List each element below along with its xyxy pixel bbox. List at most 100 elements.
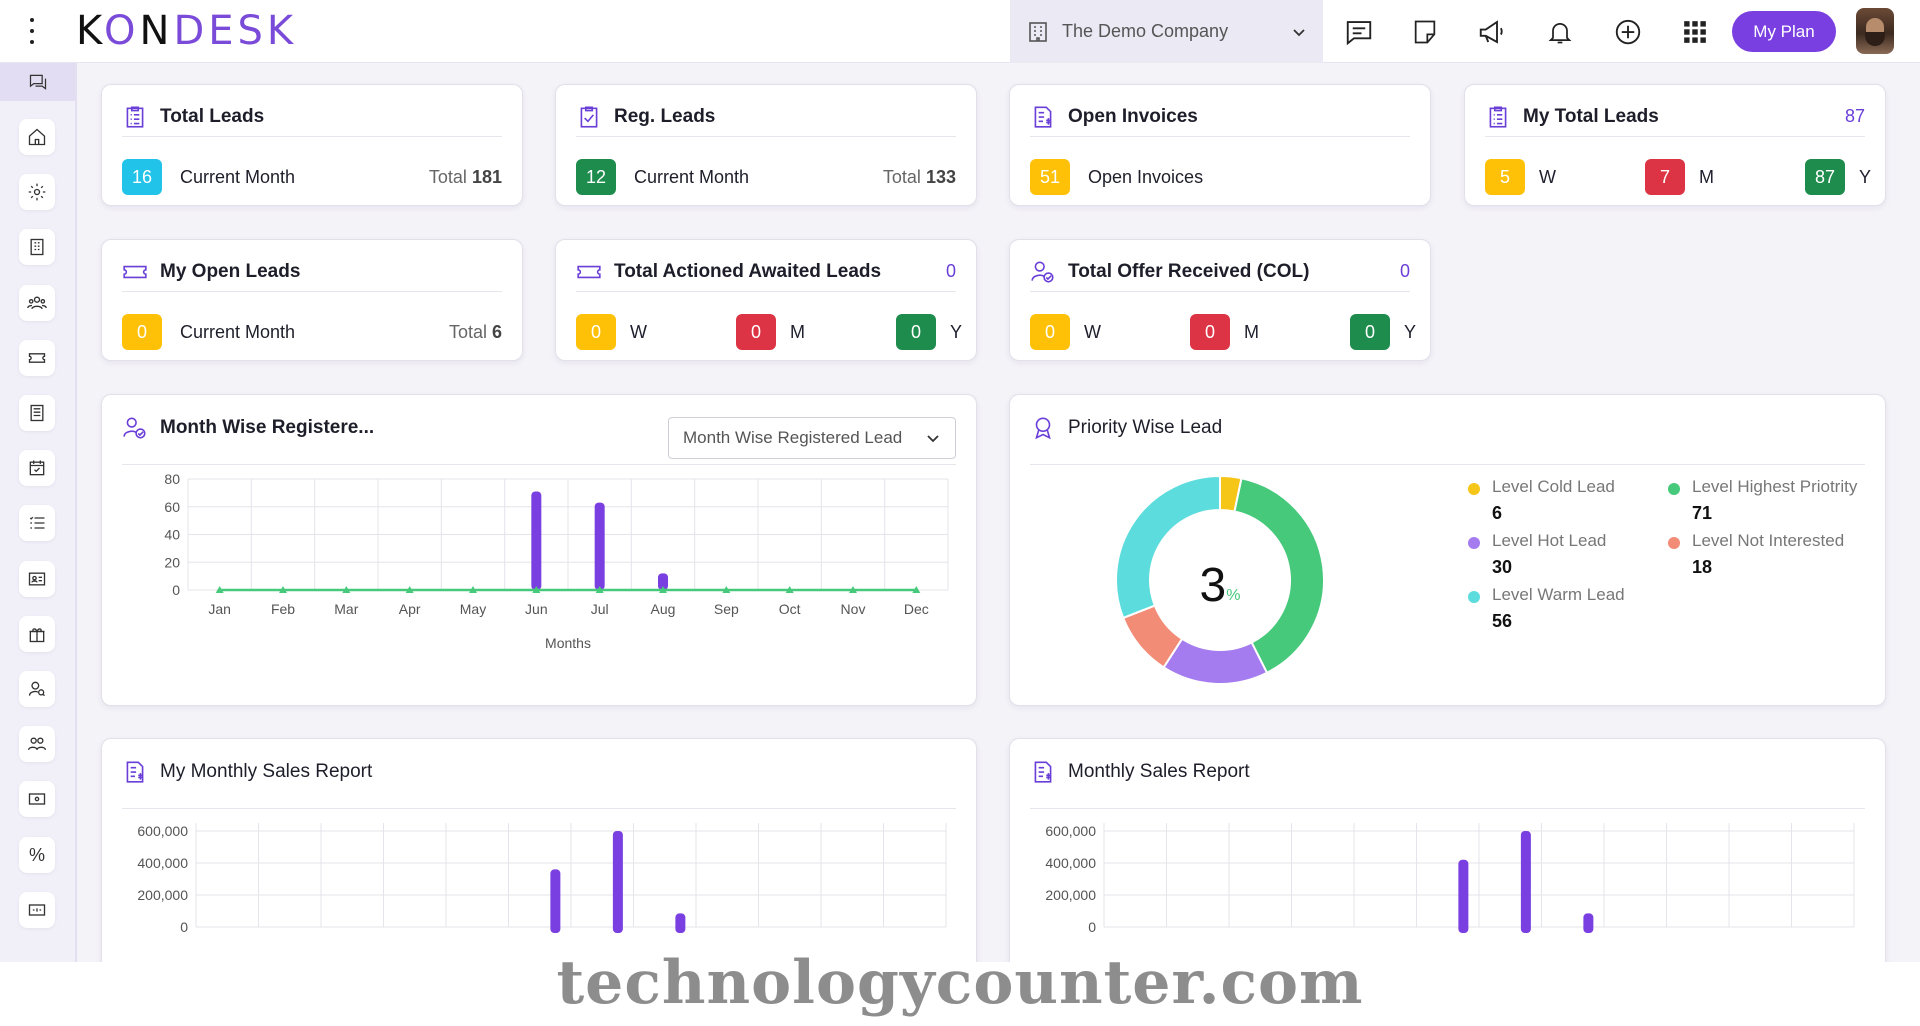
month-badge: 0 bbox=[1190, 314, 1230, 350]
x-tick-label: Jan bbox=[208, 601, 231, 617]
line-point bbox=[912, 586, 921, 593]
select-value: Month Wise Registered Lead bbox=[683, 428, 903, 447]
card-my-open-leads[interactable]: My Open Leads 0 Current Month Total 6 bbox=[101, 239, 523, 361]
sidebar-item-calendar[interactable] bbox=[19, 450, 55, 486]
card-value: 0 bbox=[1399, 261, 1410, 281]
chat-icon[interactable] bbox=[1341, 14, 1377, 50]
calendar-check-icon bbox=[29, 460, 45, 476]
company-selector[interactable]: The Demo Company bbox=[1010, 0, 1323, 63]
y-tick-label: 600,000 bbox=[1045, 823, 1096, 839]
legend-value: 18 bbox=[1692, 557, 1713, 577]
watermark: technologycounter.com bbox=[556, 948, 1364, 1018]
y-tick-label: 40 bbox=[164, 527, 180, 543]
card-title: Total Offer Received (COL) bbox=[1068, 260, 1310, 282]
avatar[interactable] bbox=[1856, 8, 1894, 54]
plus-circle-icon[interactable] bbox=[1610, 14, 1646, 50]
legend-value: 71 bbox=[1692, 503, 1713, 523]
sidebar-item-user-search[interactable] bbox=[19, 671, 55, 707]
donut-center-value: 3 bbox=[1199, 558, 1227, 612]
apps-grid-icon[interactable] bbox=[1677, 14, 1713, 50]
year-label: Y bbox=[1404, 321, 1417, 342]
chevron-down-icon bbox=[927, 435, 939, 443]
y-tick-label: 600,000 bbox=[137, 823, 188, 839]
cash-icon bbox=[28, 904, 46, 916]
sidebar-item-home[interactable] bbox=[19, 119, 55, 155]
card-reg-leads[interactable]: Reg. Leads 12 Current Month Total 133 bbox=[555, 84, 977, 206]
money-icon bbox=[28, 793, 46, 805]
panel-priority-wise: Priority Wise Lead 3% Level Cold Lead 6 Le… bbox=[1009, 394, 1886, 706]
sidebar-item-users[interactable] bbox=[19, 726, 55, 762]
card-title: Open Invoices bbox=[1068, 105, 1198, 127]
year-label: Y bbox=[950, 321, 963, 342]
donut-slice bbox=[1233, 477, 1325, 675]
my-plan-button[interactable]: My Plan bbox=[1732, 11, 1836, 52]
logo-k: K bbox=[76, 8, 105, 54]
sidebar-item-gift[interactable] bbox=[19, 616, 55, 652]
chat-icon bbox=[29, 74, 46, 90]
bar bbox=[1583, 913, 1594, 933]
y-tick-label: 200,000 bbox=[137, 887, 188, 903]
total-value: 181 bbox=[471, 166, 502, 187]
logo-n: N bbox=[139, 8, 174, 54]
x-tick-label: Nov bbox=[841, 601, 866, 617]
sidebar-item-chat[interactable] bbox=[0, 63, 75, 101]
card-total-leads[interactable]: Total Leads 16 Current Month Total 181 bbox=[101, 84, 523, 206]
sidebar-item-office[interactable] bbox=[19, 395, 55, 431]
monthly-sales-chart: 0 200,000 400,000 600,000 bbox=[1045, 823, 1855, 935]
top-bar: KONDESK The Demo Company My Plan bbox=[0, 0, 1920, 63]
logo-o: O bbox=[104, 8, 140, 54]
count-badge: 16 bbox=[122, 159, 162, 195]
my-monthly-sales-chart: 0 200,000 400,000 600,000 bbox=[137, 823, 947, 935]
users-icon bbox=[28, 737, 46, 751]
x-axis-label: Months bbox=[545, 635, 591, 651]
invoice-icon bbox=[126, 760, 144, 783]
sidebar-item-money[interactable] bbox=[19, 781, 55, 817]
invoice-icon bbox=[1034, 105, 1052, 128]
bell-icon[interactable] bbox=[1542, 14, 1578, 50]
panel-my-monthly-sales: My Monthly Sales Report 0 200,000 400,000 6… bbox=[101, 738, 977, 962]
bar bbox=[550, 869, 561, 933]
sidebar-item-id-card[interactable] bbox=[19, 561, 55, 597]
month-label: M bbox=[1699, 166, 1714, 187]
line-point bbox=[849, 586, 857, 593]
sidebar-item-percent[interactable]: % bbox=[19, 837, 55, 873]
office-icon bbox=[30, 404, 44, 422]
card-open-invoices[interactable]: Open Invoices 51 Open Invoices bbox=[1009, 84, 1431, 206]
week-label: W bbox=[630, 321, 647, 342]
building-icon bbox=[30, 238, 44, 256]
month-label: M bbox=[790, 321, 805, 342]
x-tick-label: Dec bbox=[904, 601, 929, 617]
week-badge: 5 bbox=[1485, 159, 1525, 195]
sidebar-item-cash[interactable] bbox=[19, 892, 55, 928]
sidebar-item-ticket[interactable] bbox=[19, 340, 55, 376]
month-chart-select[interactable]: Month Wise Registered Lead bbox=[668, 417, 956, 459]
clipboard-list-icon bbox=[1489, 105, 1507, 128]
week-badge: 0 bbox=[1030, 314, 1070, 350]
panel-title: My Monthly Sales Report bbox=[160, 760, 373, 782]
sidebar-item-settings[interactable] bbox=[19, 174, 55, 210]
sidebar-item-list[interactable] bbox=[19, 505, 55, 541]
kondesk-logo[interactable]: KONDESK bbox=[76, 8, 297, 54]
kebab-menu-icon[interactable] bbox=[24, 18, 40, 44]
clipboard-check-icon bbox=[580, 105, 598, 128]
x-tick-label: Sep bbox=[714, 601, 739, 617]
legend-label: Level Not Interested bbox=[1692, 531, 1845, 550]
ticket-icon bbox=[577, 265, 601, 278]
y-tick-label: 20 bbox=[164, 554, 180, 570]
sidebar-item-building[interactable] bbox=[19, 229, 55, 265]
x-tick-label: Mar bbox=[334, 601, 358, 617]
id-card-icon bbox=[28, 572, 46, 586]
panel-title: Monthly Sales Report bbox=[1068, 760, 1250, 782]
sticky-note-icon[interactable] bbox=[1407, 14, 1443, 50]
y-tick-label: 0 bbox=[172, 582, 180, 598]
dashboard-app: KONDESK The Demo Company My Plan % bbox=[0, 0, 1920, 962]
bar bbox=[531, 491, 542, 590]
bar bbox=[1458, 859, 1469, 933]
panel-monthly-sales: Monthly Sales Report 0 200,000 400,000 600,… bbox=[1009, 738, 1886, 962]
card-title: Total Leads bbox=[160, 105, 265, 127]
megaphone-icon[interactable] bbox=[1474, 14, 1510, 50]
sidebar-item-team[interactable] bbox=[19, 285, 55, 321]
